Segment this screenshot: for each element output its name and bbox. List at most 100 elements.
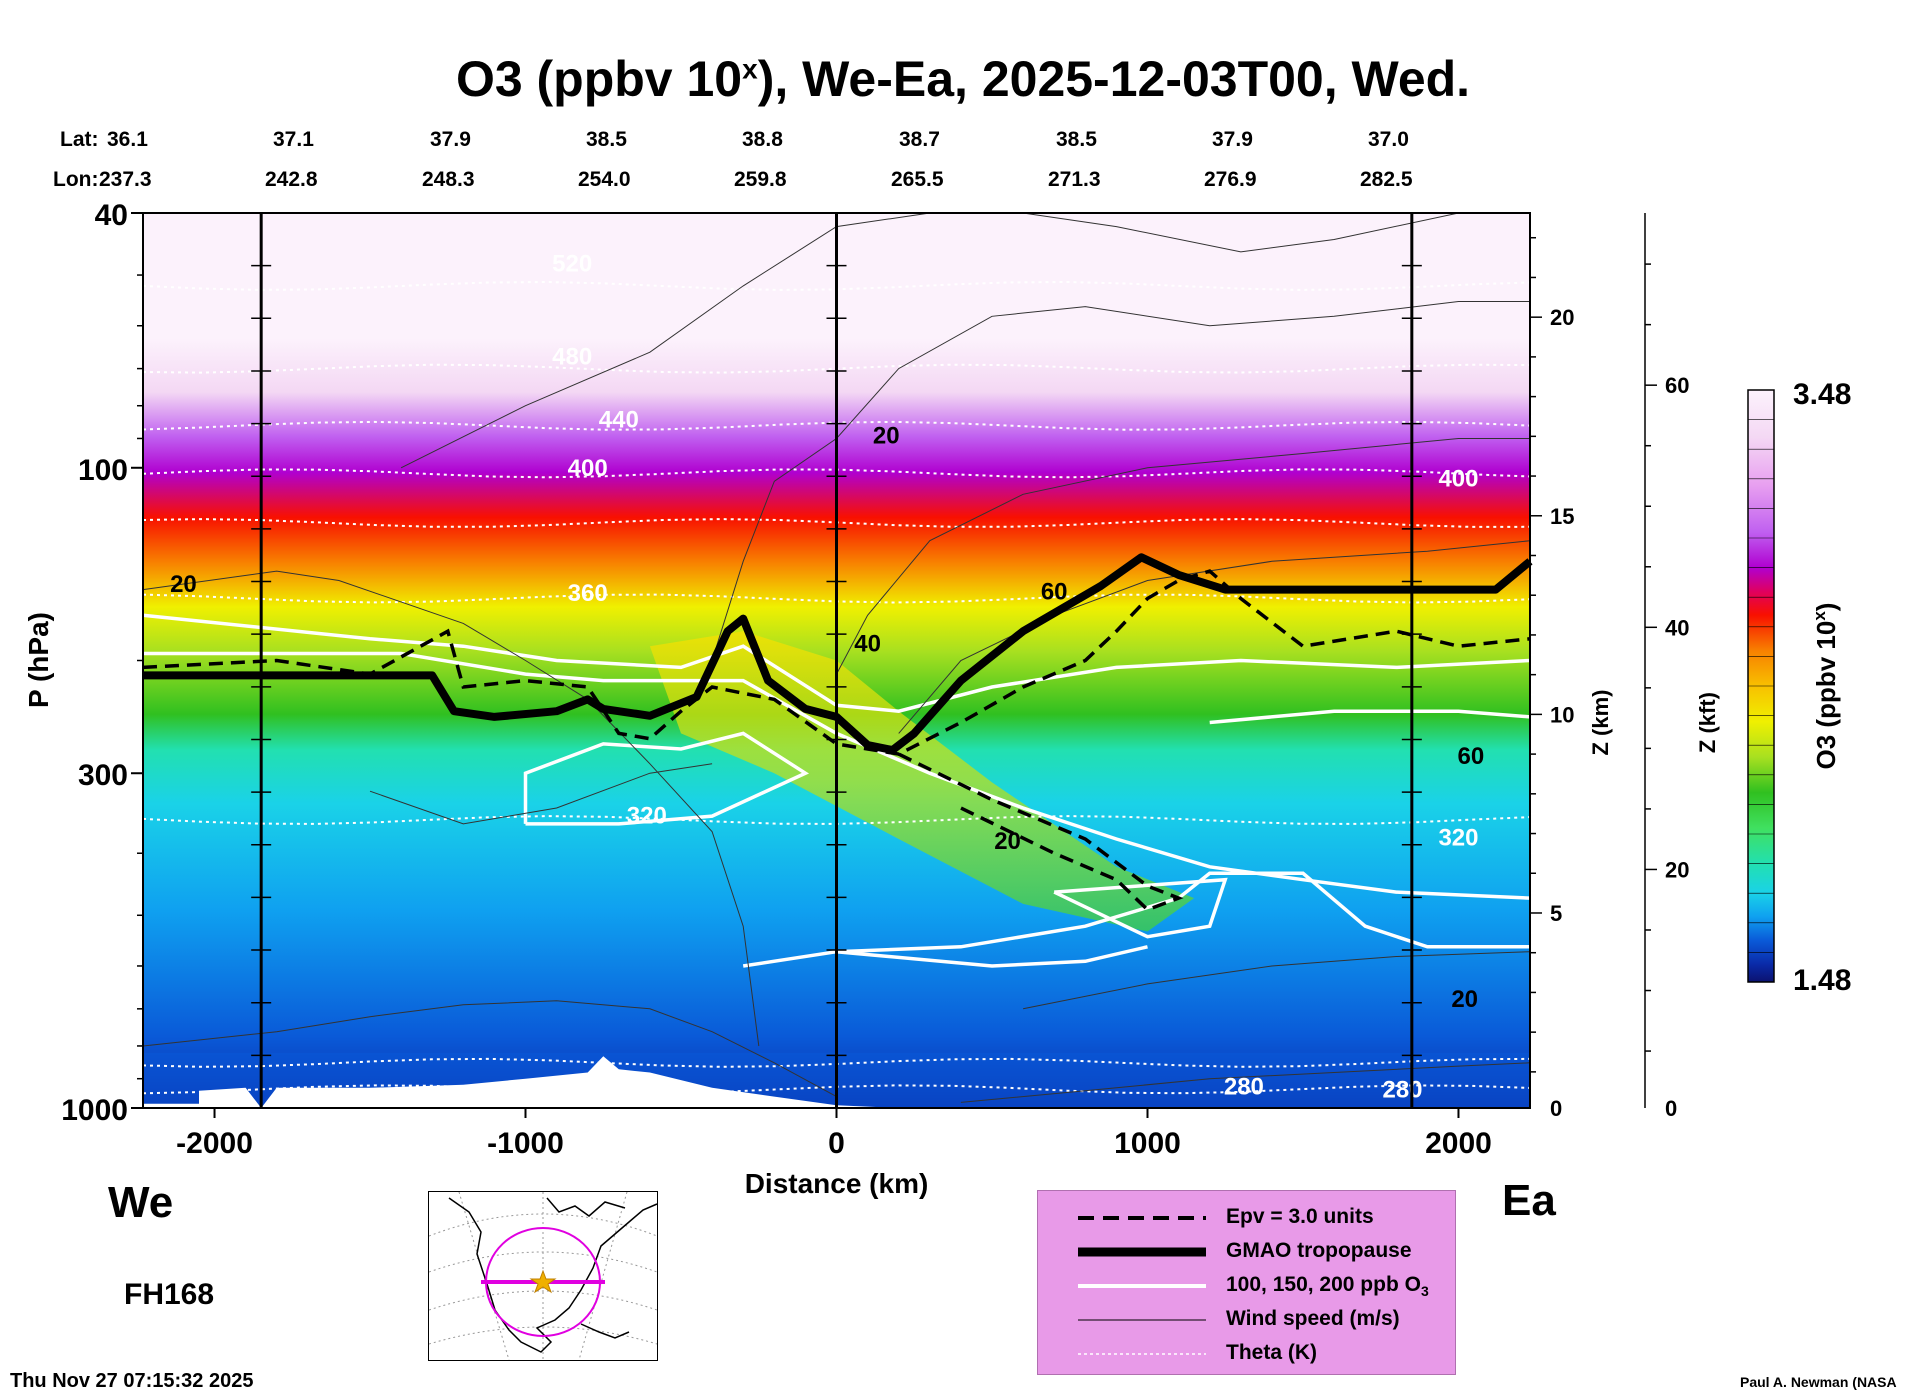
wind-speed-contour [1023,951,1531,1010]
z-km-tick-label: 15 [1550,504,1574,529]
y-tick-label: 40 [95,199,128,232]
title-suffix: ), We-Ea, 2025-12-03T00, Wed. [757,51,1471,107]
y-axis-title: P (hPa) [23,612,54,708]
x-tick-label: -1000 [487,1127,564,1160]
wind-speed-label: 40 [854,630,881,657]
z-km-tick-label: 20 [1550,305,1574,330]
location-map-inset [428,1191,658,1361]
wind-speed-contour [836,438,1530,675]
wind-speed-contour [960,1062,1531,1103]
z-kft-tick-label: 60 [1665,373,1689,398]
ozone-contour [1053,877,1228,939]
theta-label: 520 [552,251,592,278]
lon-value: 242.8 [265,168,318,191]
x-axis-title: Distance (km) [745,1168,929,1199]
theta-label: 440 [599,406,639,433]
lon-value: 237.3 [99,168,152,191]
lat-value: 38.5 [586,128,627,151]
x-tick-label: 1000 [1114,1127,1181,1160]
title-sup: x [742,53,758,85]
wind-speed-label: 20 [1451,986,1478,1013]
terrain-mask [143,1056,899,1108]
lon-value: 271.3 [1048,168,1101,191]
colorbar-max-label: 3.48 [1793,378,1851,411]
chart-legend: Epv = 3.0 units GMAO tropopause 100, 150… [1037,1190,1456,1375]
epv-fold-contour [897,752,1184,912]
footer-timestamp: Thu Nov 27 07:15:32 2025 [10,1370,254,1392]
z-kft-tick-label: 20 [1665,857,1689,882]
footer-credit: Paul A. Newman (NASA [1740,1374,1897,1390]
wind-speed-contour [711,301,1530,661]
z-kft-tick-label: 0 [1665,1096,1677,1121]
lon-value: 276.9 [1204,168,1257,191]
legend-item-ozone-text: 100, 150, 200 ppb O [1226,1273,1421,1296]
forecast-hour-label: FH168 [124,1278,215,1311]
wind-speed-label: 20 [994,828,1021,855]
y-tick-label: 300 [78,759,128,792]
wind-speed-label: 20 [170,571,197,598]
east-label: Ea [1502,1176,1556,1225]
chart-title: O3 (ppbv 10x), We-Ea, 2025-12-03T00, Wed… [0,50,1926,108]
lon-value: 265.5 [891,168,944,191]
west-label: We [108,1178,174,1227]
theta-label: 360 [568,580,608,607]
y-tick-label: 100 [78,454,128,487]
title-prefix: O3 (ppbv 10 [455,51,743,107]
lat-value: 37.9 [1212,128,1253,151]
lat-value: 38.5 [1056,128,1097,151]
ozone-contour [523,731,810,826]
theta-label: 400 [568,455,608,482]
lat-value: 37.9 [430,128,471,151]
theta-label: 320 [1438,824,1478,851]
z-km-tick-label: 0 [1550,1096,1562,1121]
theta-label: 320 [627,802,667,829]
legend-swatches [1078,1216,1206,1355]
legend-item-ozone: 100, 150, 200 ppb O3 [1226,1273,1429,1299]
wind-speed-contour [142,570,760,1047]
z-kft-axis-title: Z (kft) [1695,692,1720,753]
wind-speed-label: 20 [873,422,900,449]
lat-value: 38.8 [742,128,783,151]
legend-item-ozone-sub: 3 [1420,1283,1429,1300]
ozone-contour [742,871,1530,968]
z-km-tick-label: 5 [1550,901,1562,926]
y-tick-label: 1000 [61,1094,128,1127]
lat-value: 37.1 [273,128,314,151]
wind-speed-contour [369,763,713,825]
lon-value: 259.8 [734,168,787,191]
ozone-contour [1209,709,1531,725]
theta-label: 480 [552,343,592,370]
lat-value: 36.1 [107,128,148,151]
x-tick-label: 0 [828,1127,845,1160]
theta-label: 280 [1382,1077,1422,1104]
x-tick-label: -2000 [176,1127,253,1160]
lon-value: 282.5 [1360,168,1413,191]
north-america-map-icon [429,1192,657,1360]
lon-label: Lon: [53,168,99,191]
colorbar-min-label: 1.48 [1793,964,1851,997]
lat-label: Lat: [60,128,99,151]
colorbar-axis-title: O3 (ppbv 10x) [1810,603,1841,770]
z-kft-tick-label: 40 [1665,615,1689,640]
x-tick-label: 2000 [1425,1127,1492,1160]
wind-speed-contour [142,1000,837,1098]
legend-item-epv: Epv = 3.0 units [1226,1205,1374,1228]
legend-item-theta: Theta (K) [1226,1341,1317,1364]
lon-value: 254.0 [578,168,631,191]
wind-speed-label: 60 [1041,578,1068,605]
z-km-tick-label: 10 [1550,702,1574,727]
legend-item-wind: Wind speed (m/s) [1226,1307,1400,1330]
ozone-contour [836,945,1148,968]
ozone-contour [143,651,1531,900]
z-km-axis-title: Z (km) [1588,690,1613,756]
theta-label: 280 [1224,1074,1264,1101]
wind-speed-label: 60 [1458,743,1485,770]
legend-item-tropopause: GMAO tropopause [1226,1239,1412,1262]
wind-speed-contour [898,540,1531,734]
lat-value: 37.0 [1368,128,1409,151]
lon-value: 248.3 [422,168,475,191]
lat-value: 38.7 [899,128,940,151]
theta-label: 400 [1438,466,1478,493]
tropopause-line [143,553,1533,755]
